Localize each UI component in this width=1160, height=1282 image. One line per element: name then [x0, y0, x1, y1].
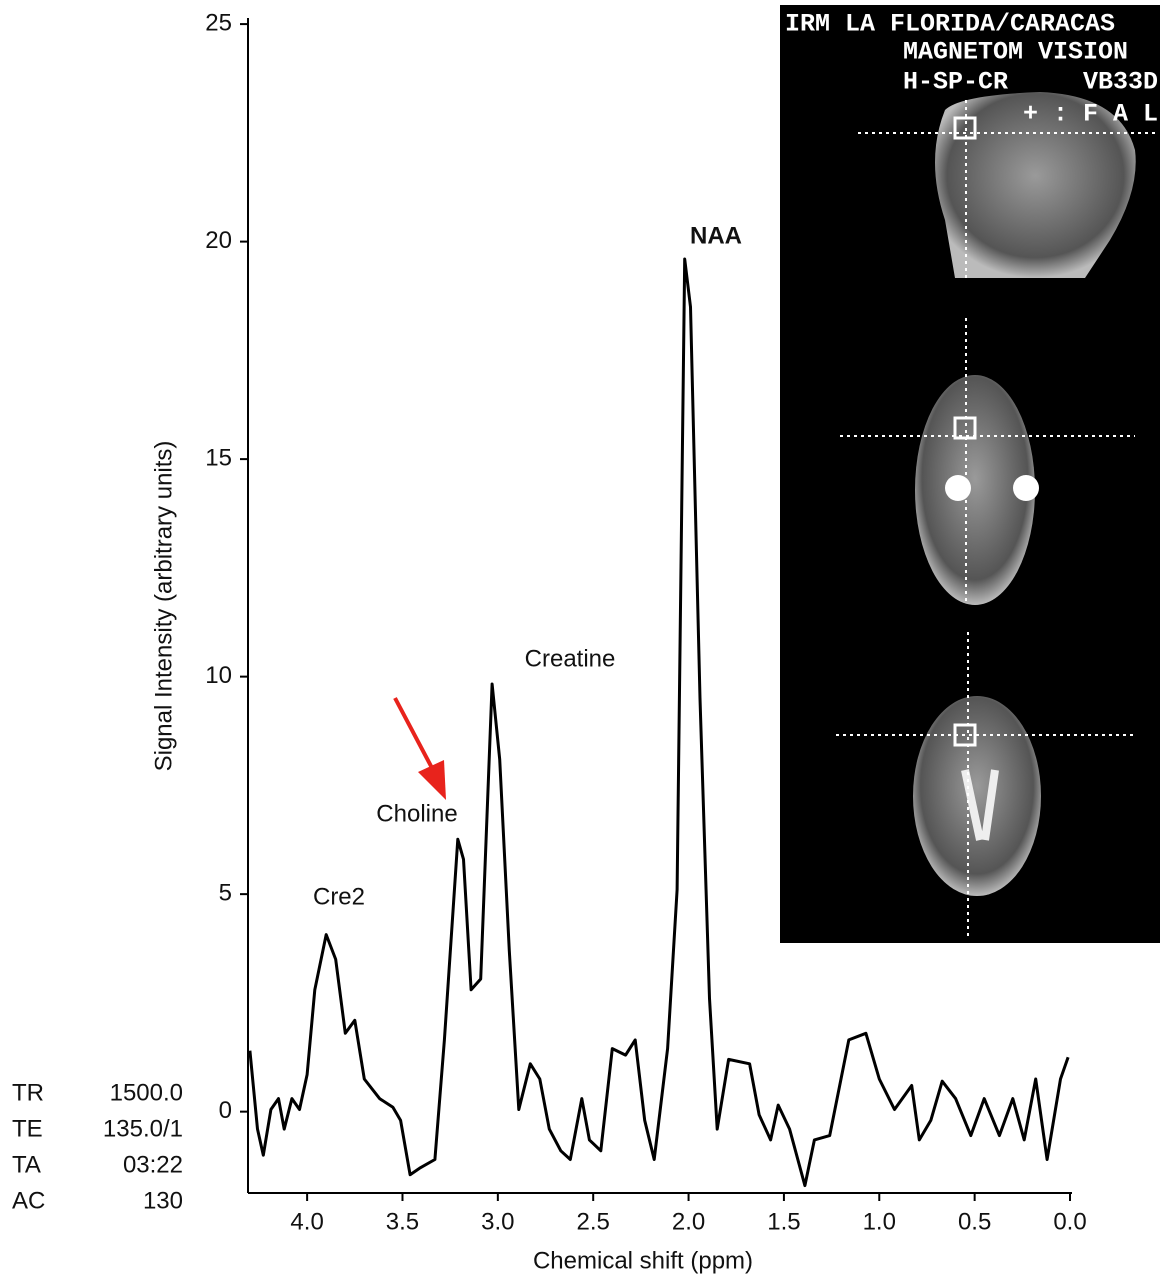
y-tick-label: 10 — [205, 662, 232, 689]
sagittal-slice — [935, 92, 1136, 278]
param-value: 130 — [143, 1187, 183, 1214]
x-tick-label: 2.5 — [577, 1208, 610, 1235]
crosshairs — [836, 100, 1158, 940]
x-tick-label: 4.0 — [290, 1208, 323, 1235]
annotation: Creatine — [525, 645, 616, 672]
y-tick-label: 0 — [219, 1097, 232, 1124]
axial-slice — [913, 696, 1041, 896]
annotation: NAA — [690, 222, 742, 249]
eye — [945, 475, 971, 501]
param-value: 03:22 — [123, 1151, 183, 1178]
spectrum-line — [248, 257, 1070, 1188]
x-tick-label: 3.0 — [481, 1208, 514, 1235]
inset-label: + : F A L — [1023, 100, 1158, 129]
param-name: AC — [12, 1187, 45, 1214]
red-arrow — [393, 697, 446, 800]
inset-label: IRM LA FLORIDA/CARACAS — [785, 10, 1115, 39]
y-tick-label: 20 — [205, 227, 232, 254]
x-tick-label: 3.5 — [386, 1208, 419, 1235]
x-tick-label: 1.5 — [767, 1208, 800, 1235]
y-tick-label: 15 — [205, 444, 232, 471]
eye — [1013, 475, 1039, 501]
annotation: Choline — [376, 800, 457, 827]
param-value: 135.0/1 — [103, 1115, 183, 1142]
annotation: Cre2 — [313, 883, 365, 910]
param-name: TE — [12, 1115, 43, 1142]
param-name: TR — [12, 1079, 44, 1106]
x-tick-label: 0.5 — [958, 1208, 991, 1235]
param-value: 1500.0 — [110, 1079, 183, 1106]
y-tick-label: 5 — [219, 879, 232, 906]
inset-label: MAGNETOM VISION — [903, 38, 1128, 67]
coronal-slice — [915, 375, 1035, 605]
y-axis-label: Signal Intensity (arbitrary units) — [150, 441, 177, 772]
x-tick-label: 0.0 — [1053, 1208, 1086, 1235]
param-name: TA — [12, 1151, 41, 1178]
inset-image: IRM LA FLORIDA/CARACAS MAGNETOM VISION H… — [780, 5, 1160, 943]
x-axis-label: Chemical shift (ppm) — [533, 1247, 753, 1274]
y-tick-label: 25 — [205, 9, 232, 36]
voxel-boxes — [953, 116, 977, 747]
x-tick-label: 1.0 — [863, 1208, 896, 1235]
x-tick-label: 2.0 — [672, 1208, 705, 1235]
inset-label: VB33D — [1083, 68, 1158, 97]
inset-label: H-SP-CR — [903, 68, 1008, 97]
